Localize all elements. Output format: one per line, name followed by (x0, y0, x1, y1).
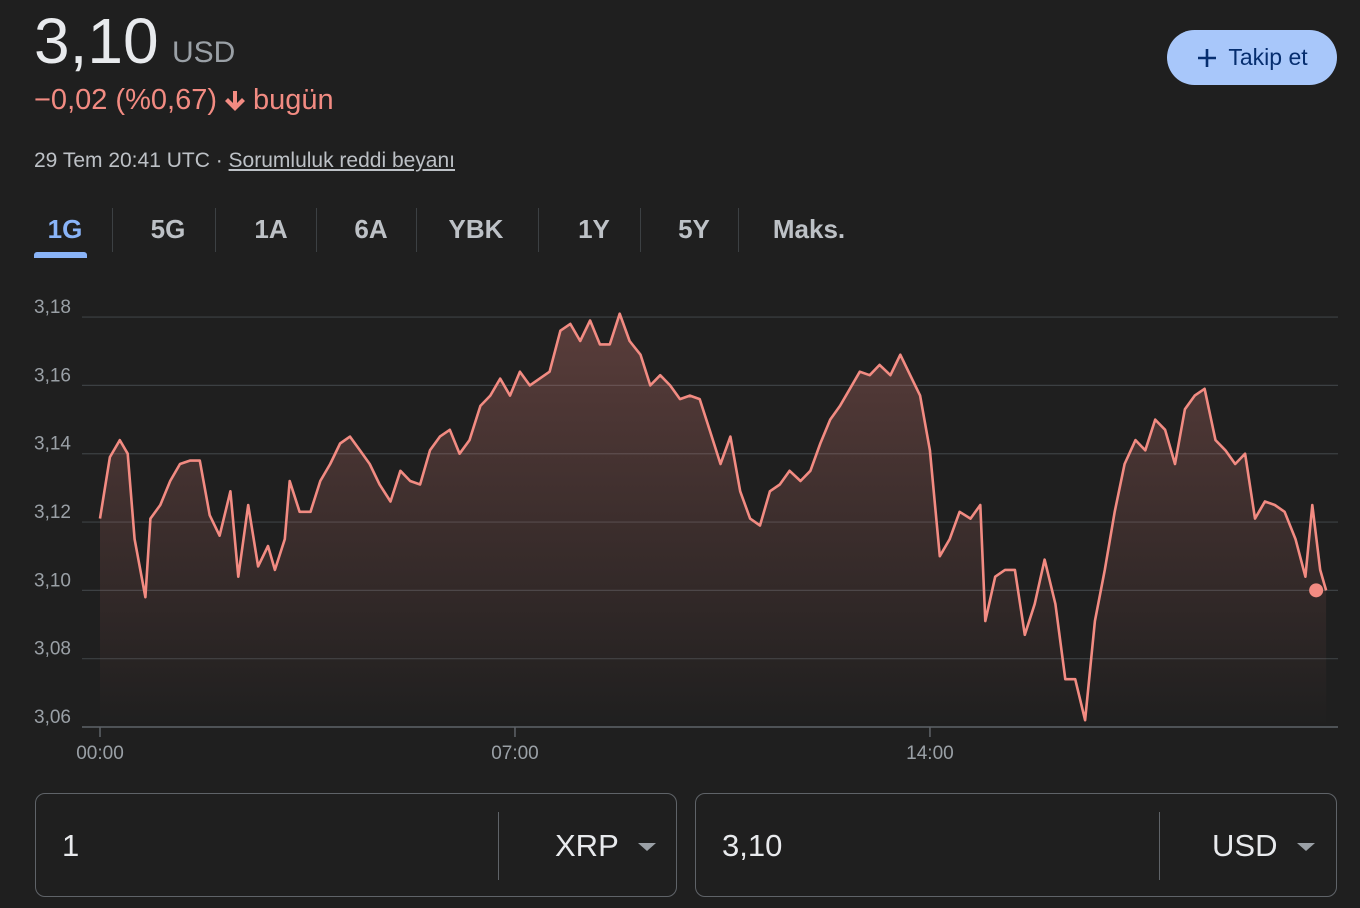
from-currency[interactable]: XRP (555, 828, 619, 863)
y-tick-label: 3,06 (34, 707, 71, 728)
y-tick-label: 3,08 (34, 639, 71, 660)
x-tick-label: 00:00 (76, 743, 124, 764)
caret (1297, 843, 1315, 851)
y-tick-label: 3,14 (34, 434, 71, 455)
tab[interactable]: 1G (47, 214, 83, 244)
change: −0,02 (%0,67) (34, 84, 217, 116)
to-currency[interactable]: USD (1212, 828, 1278, 863)
from-box[interactable] (35, 793, 677, 897)
y-tick-label: 3,12 (34, 502, 71, 523)
timestamp: 29 Tem 20:41 UTC · (34, 149, 223, 172)
y-tick-label: 3,16 (34, 365, 71, 386)
last-point (1309, 583, 1324, 598)
tab[interactable]: 1Y (578, 214, 610, 244)
timestamp-row: 29 Tem 20:41 UTC · Sorumluluk reddi beya… (34, 149, 455, 173)
to-box[interactable] (695, 793, 1337, 897)
follow-button[interactable]: Takip et (1167, 30, 1337, 85)
currency: USD (172, 36, 236, 69)
follow-label: Takip et (1228, 44, 1308, 70)
y-tick-label: 3,10 (34, 570, 71, 591)
tab[interactable]: YBK (448, 214, 504, 244)
tab-separator (640, 208, 641, 252)
tab[interactable]: 5Y (678, 214, 710, 244)
price-line (98, 312, 1328, 722)
tab-separator (215, 208, 216, 252)
tab-separator (416, 208, 417, 252)
y-tick-label: 3,18 (34, 297, 71, 318)
tab-separator (738, 208, 739, 252)
tab[interactable]: Maks. (772, 214, 846, 244)
tab-underline (34, 252, 87, 258)
divider (498, 812, 499, 880)
plus-icon (1198, 48, 1217, 67)
x-tick-label: 07:00 (491, 743, 539, 764)
tab-separator (538, 208, 539, 252)
x-tick-label: 14:00 (906, 743, 954, 764)
from-amount[interactable]: 1 (62, 828, 80, 863)
divider (1159, 812, 1160, 880)
tab[interactable]: 1A (254, 214, 288, 244)
disclaimer-link[interactable]: Sorumluluk reddi beyanı (228, 149, 456, 172)
caret (638, 843, 656, 851)
tab-separator (316, 208, 317, 252)
chart: 3,06 3,08 3,10 3,12 3,14 3,16 3,18 00:00 07:00 14… (34, 297, 1338, 764)
area (100, 313, 1327, 727)
price: 3,10 (34, 5, 159, 77)
period: bugün (252, 84, 334, 116)
to-amount[interactable]: 3,10 (722, 828, 783, 863)
tab-separator (112, 208, 113, 252)
change-row: −0,02 (%0,67) bugün (34, 84, 334, 117)
tab[interactable]: 5G (150, 214, 186, 244)
down-arrow (224, 90, 245, 111)
tab[interactable]: 6A (354, 214, 388, 244)
